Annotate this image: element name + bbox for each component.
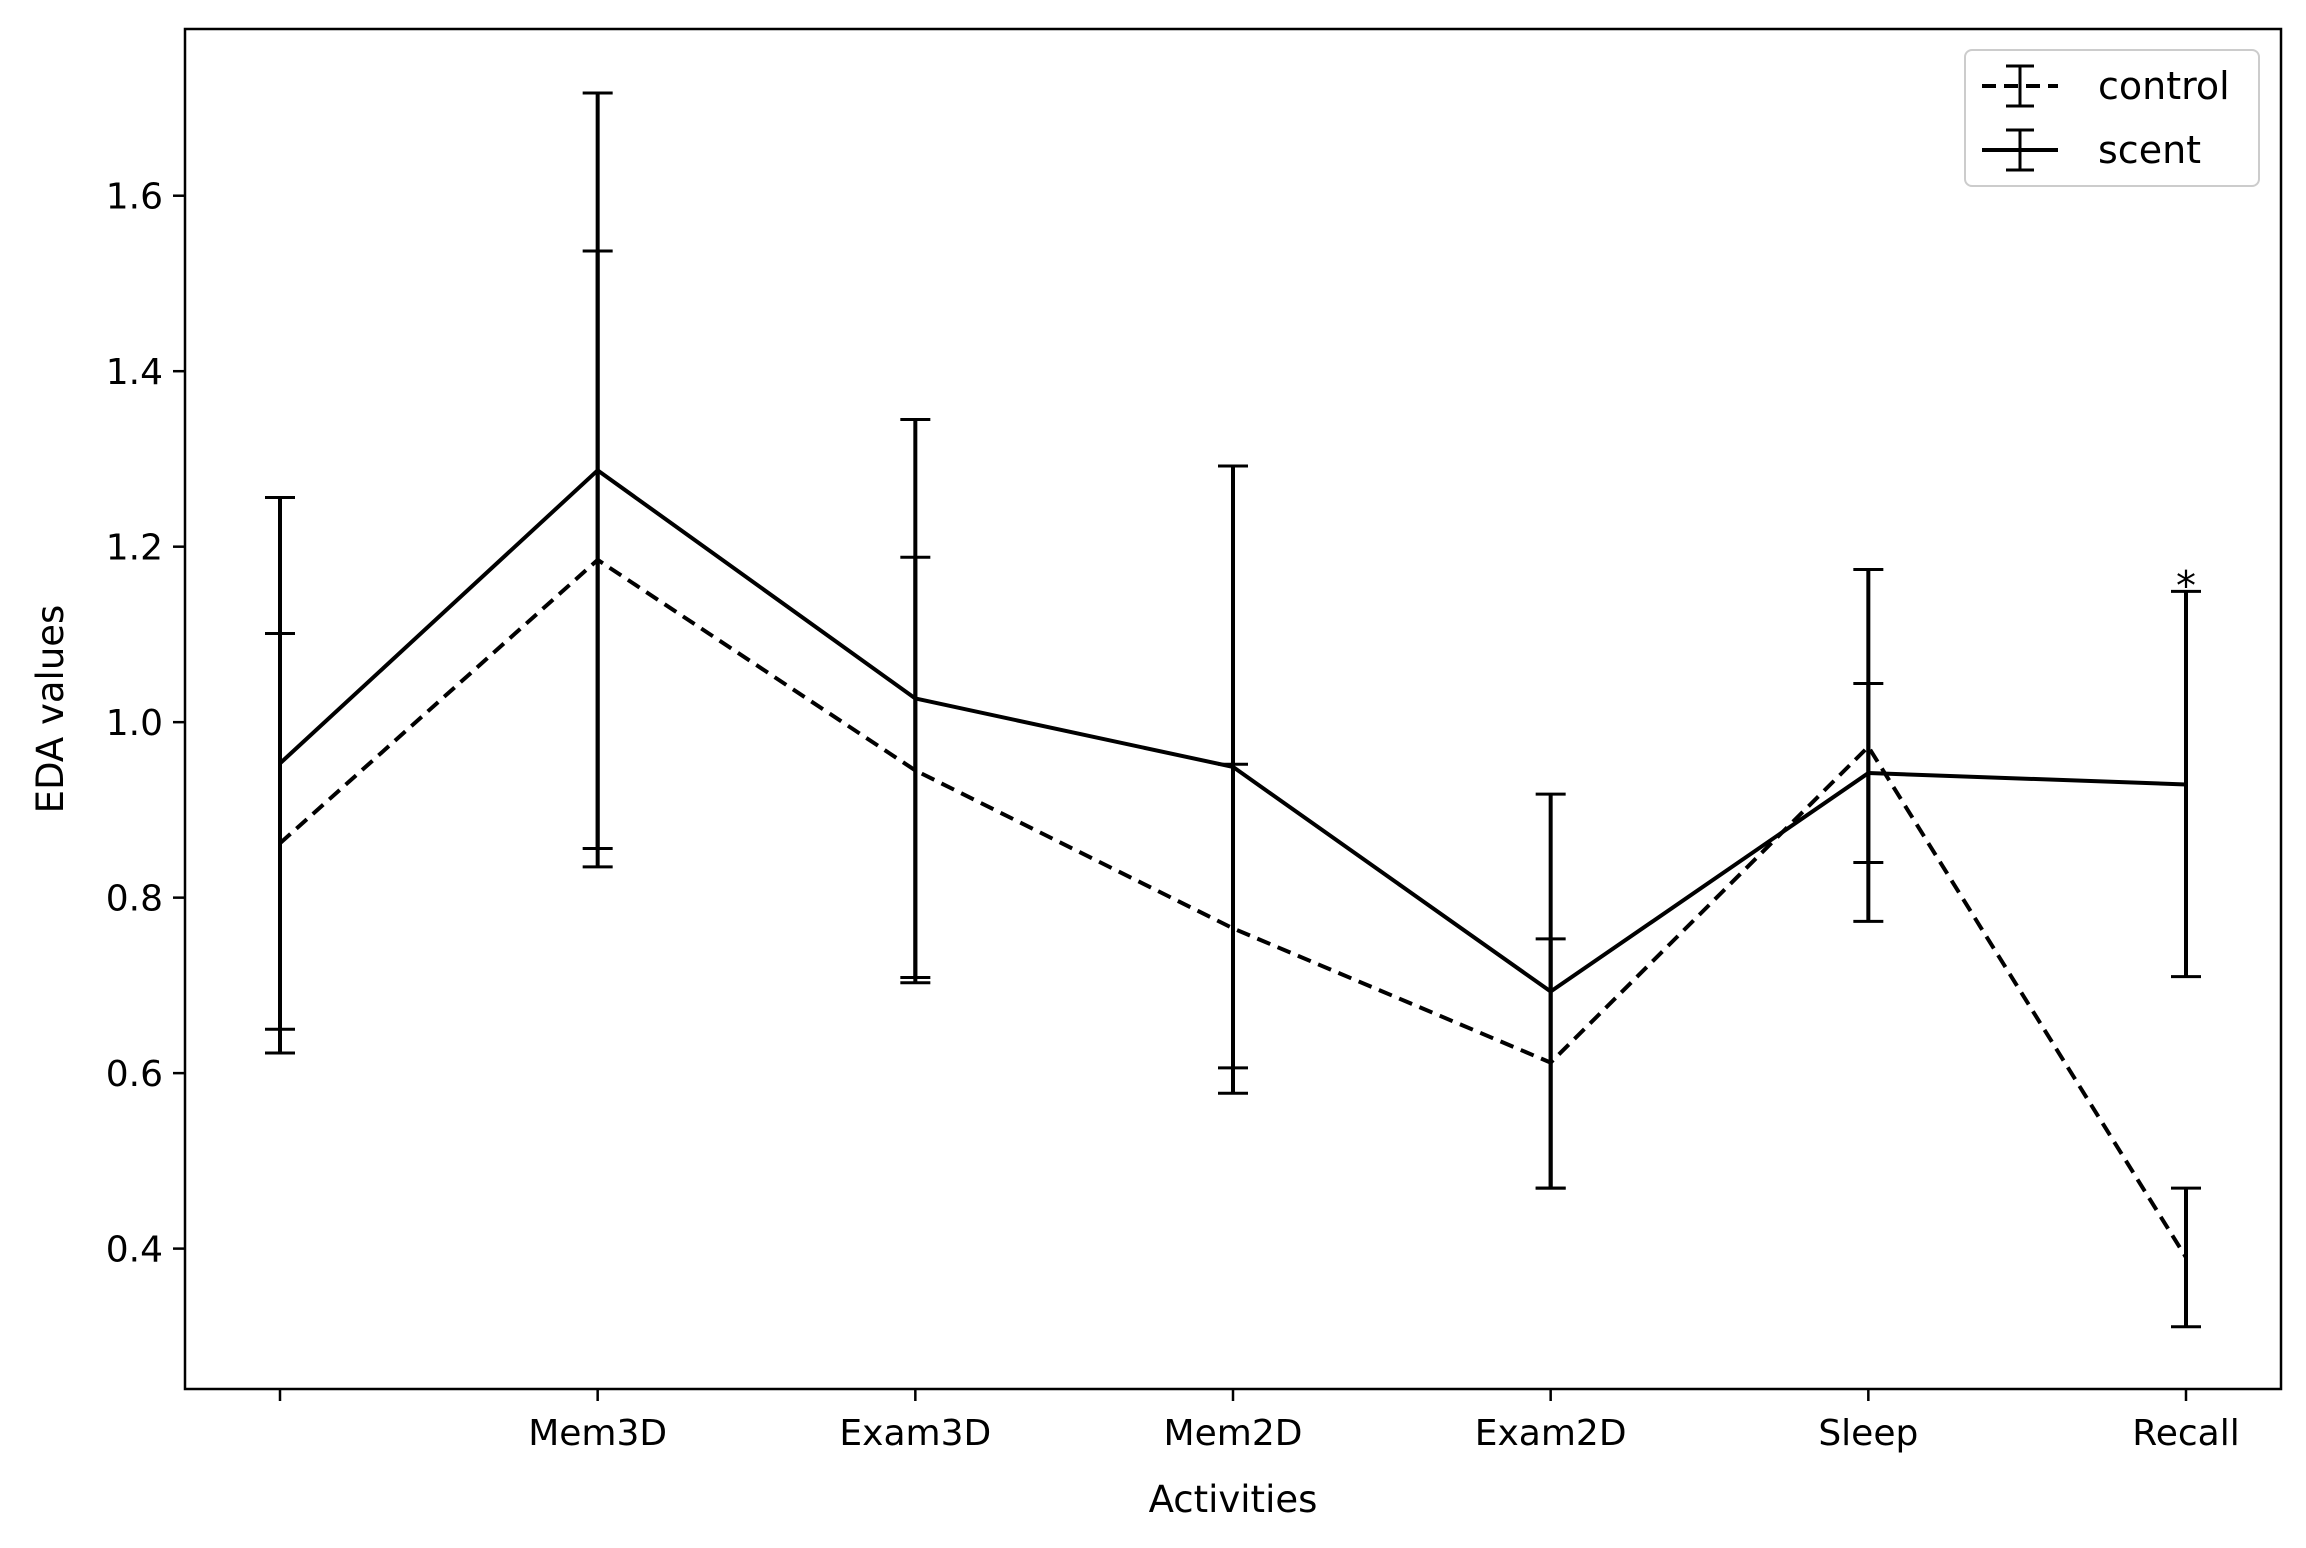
x-tick-label: Mem3D [528, 1413, 667, 1454]
legend: control scent [1964, 49, 2260, 187]
series-scent [265, 91, 2201, 1190]
y-tick-label: 0.8 [106, 879, 163, 920]
y-tick-label: 0.6 [106, 1054, 163, 1095]
legend-entry-control: control [1982, 64, 2230, 108]
legend-entry-scent: scent [1982, 128, 2201, 172]
y-tick-label: 1.4 [106, 352, 163, 393]
series-layer [265, 91, 2201, 1329]
x-tick-label: Exam3D [839, 1413, 991, 1454]
x-axis: Mem3D Exam3D Mem2D Exam2D Sleep Recall [278, 1389, 2240, 1454]
x-tick-label: Recall [2132, 1413, 2239, 1454]
y-tick-label: 1.0 [106, 703, 163, 744]
legend-entries: control scent [1982, 64, 2230, 172]
y-tick-label: 1.6 [106, 177, 163, 218]
y-axis: 0.4 0.6 0.8 1.0 1.2 1.4 1.6 [106, 177, 185, 1271]
x-tick-label: Exam2D [1475, 1413, 1627, 1454]
legend-label-scent: scent [2098, 128, 2201, 172]
y-tick-label: 0.4 [106, 1230, 163, 1271]
y-tick-label: 1.2 [106, 528, 163, 569]
y-axis-title: EDA values [29, 605, 72, 814]
annotation-layer: * [2176, 563, 2196, 609]
legend-label-control: control [2098, 64, 2230, 108]
x-tick-label: Mem2D [1164, 1413, 1303, 1454]
x-axis-title: Activities [1149, 1478, 1318, 1521]
significance-marker: * [2176, 563, 2196, 609]
x-tick-label: Sleep [1818, 1413, 1918, 1454]
